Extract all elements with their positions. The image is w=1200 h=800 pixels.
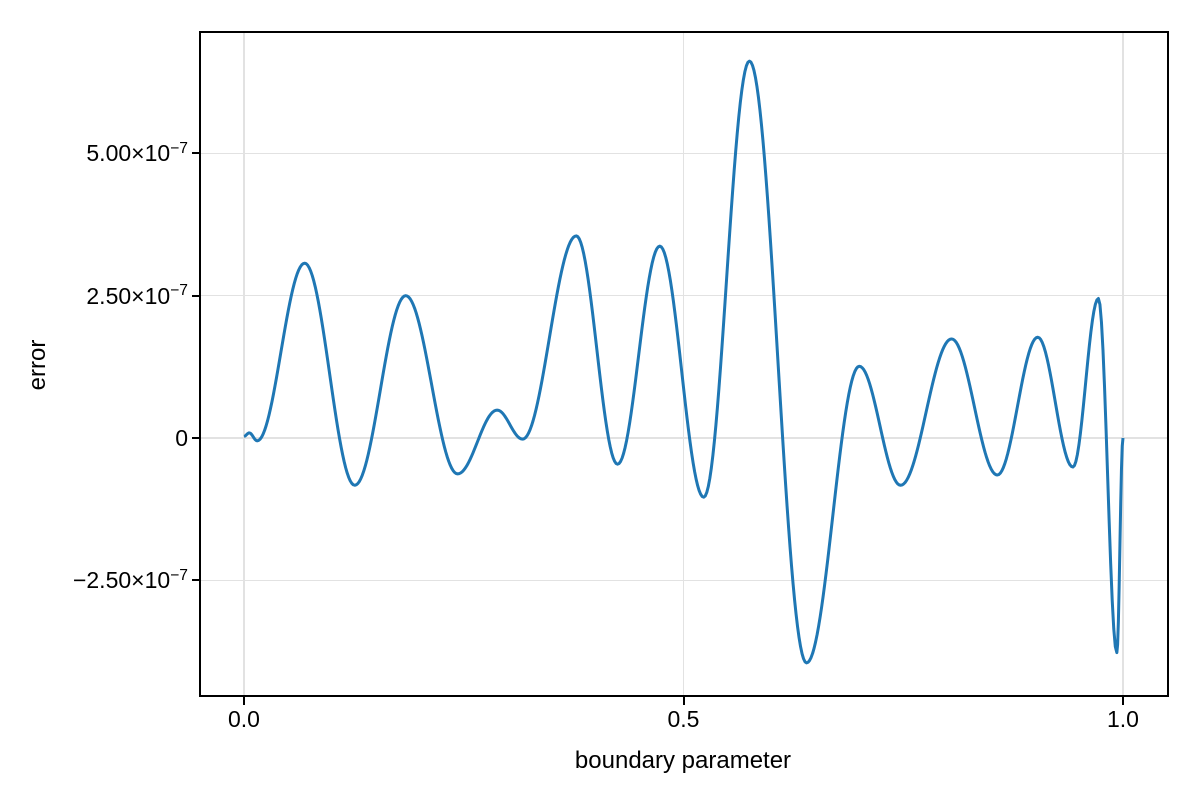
y-tick-mark [192, 579, 200, 582]
y-tick-label-exponent: −7 [170, 282, 188, 300]
x-tick-mark [1122, 697, 1124, 705]
y-gridline [200, 437, 1168, 439]
y-axis-title: error [24, 339, 51, 391]
y-gridline [200, 579, 1168, 582]
y-tick-label-base: 5.00×10 [86, 140, 171, 167]
x-tick-mark [243, 697, 245, 705]
x-axis-title: boundary parameter [574, 747, 792, 774]
y-tick-label: −2.50×10−7 [0, 567, 188, 597]
error-curve-line [243, 59, 1125, 665]
y-tick-label-exponent: −7 [170, 139, 188, 157]
y-tick-label: 0 [0, 425, 188, 455]
y-tick-label-base: 2.50×10 [86, 282, 171, 309]
y-tick-label-base: 0 [175, 425, 188, 451]
y-tick-label: 2.50×10−7 [0, 282, 188, 313]
y-gridline [200, 294, 1168, 297]
x-gridline [243, 32, 245, 695]
x-gridline [1122, 32, 1124, 695]
y-tick-mark [192, 437, 200, 439]
y-tick-label-base: −2.50×10 [72, 567, 171, 594]
x-tick-mark [682, 697, 685, 705]
y-tick-mark [192, 152, 200, 155]
y-tick-label-exponent: −7 [170, 566, 188, 584]
x-tick-label: 1.0 [1107, 706, 1139, 732]
x-gridline [682, 32, 685, 695]
x-tick-label: 0.5 [667, 706, 700, 732]
y-tick-mark [192, 294, 200, 297]
y-gridline [200, 152, 1168, 155]
x-tick-label: 0.0 [228, 706, 260, 732]
y-tick-label: 5.00×10−7 [0, 140, 188, 170]
